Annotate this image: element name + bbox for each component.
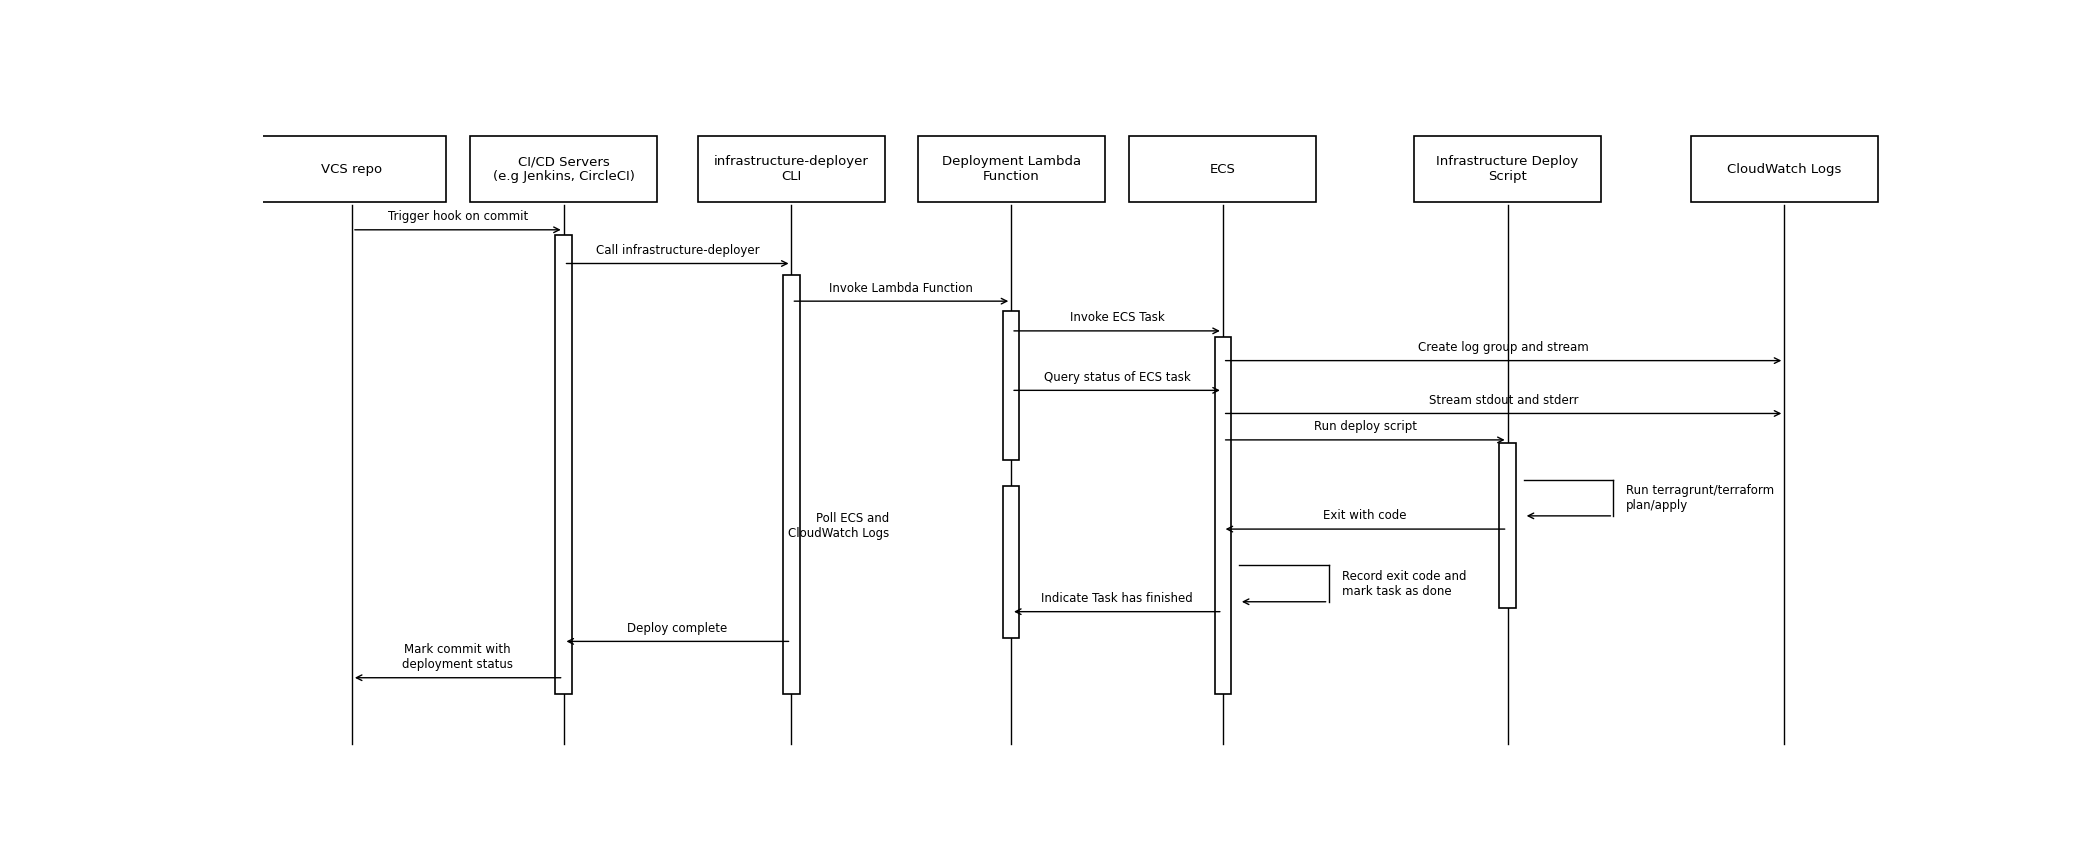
Text: infrastructure-deployer
CLI: infrastructure-deployer CLI: [714, 155, 869, 183]
Bar: [258, 136, 445, 202]
Text: CloudWatch Logs: CloudWatch Logs: [1726, 162, 1842, 176]
Text: Exit with code: Exit with code: [1323, 510, 1407, 523]
Bar: [1004, 486, 1018, 638]
Text: Indicate Task has finished: Indicate Task has finished: [1042, 592, 1193, 605]
Text: Invoke Lambda Function: Invoke Lambda Function: [830, 281, 972, 294]
Bar: [1499, 444, 1516, 608]
Text: Trigger hook on commit: Trigger hook on commit: [388, 210, 527, 223]
Bar: [697, 136, 884, 202]
Text: Create log group and stream: Create log group and stream: [1418, 341, 1590, 354]
Bar: [1130, 136, 1317, 202]
Bar: [554, 235, 571, 694]
Text: Infrastructure Deploy
Script: Infrastructure Deploy Script: [1436, 155, 1579, 183]
Bar: [1004, 311, 1018, 460]
Text: Deploy complete: Deploy complete: [628, 622, 727, 635]
Bar: [1413, 136, 1600, 202]
Text: ECS: ECS: [1210, 162, 1235, 176]
Text: CI/CD Servers
(e.g Jenkins, CircleCI): CI/CD Servers (e.g Jenkins, CircleCI): [494, 155, 634, 183]
Text: Call infrastructure-deployer: Call infrastructure-deployer: [596, 244, 760, 257]
Text: VCS repo: VCS repo: [321, 162, 382, 176]
Bar: [470, 136, 657, 202]
Text: Poll ECS and
CloudWatch Logs: Poll ECS and CloudWatch Logs: [788, 511, 888, 540]
Text: Invoke ECS Task: Invoke ECS Task: [1069, 311, 1163, 324]
Text: Record exit code and
mark task as done: Record exit code and mark task as done: [1342, 570, 1466, 597]
Text: Mark commit with
deployment status: Mark commit with deployment status: [403, 644, 512, 671]
Bar: [1690, 136, 1877, 202]
Bar: [783, 275, 800, 694]
Bar: [918, 136, 1105, 202]
Text: Stream stdout and stderr: Stream stdout and stderr: [1428, 394, 1579, 407]
Bar: [1214, 337, 1231, 694]
Text: Deployment Lambda
Function: Deployment Lambda Function: [941, 155, 1082, 183]
Text: Run deploy script: Run deploy script: [1315, 420, 1418, 433]
Text: Run terragrunt/terraform
plan/apply: Run terragrunt/terraform plan/apply: [1625, 484, 1774, 511]
Text: Query status of ECS task: Query status of ECS task: [1044, 371, 1191, 384]
